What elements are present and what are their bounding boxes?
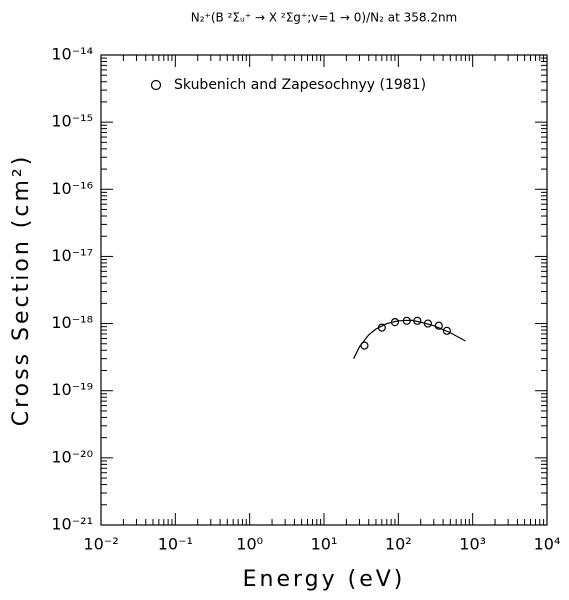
y-tick-label: 10⁻¹⁴ xyxy=(51,45,93,64)
data-point xyxy=(402,316,411,325)
legend-label: Skubenich and Zapesochnyy (1981) xyxy=(174,77,426,93)
x-tick-label: 10¹ xyxy=(311,535,338,554)
data-point xyxy=(360,341,369,350)
data-point xyxy=(413,316,422,325)
y-tick-label: 10⁻¹⁹ xyxy=(51,380,93,399)
y-tick-label: 10⁻²¹ xyxy=(51,515,93,534)
x-tick-label: 10⁻¹ xyxy=(158,535,193,554)
x-axis-label: Energy (eV) xyxy=(243,567,406,592)
y-tick-label: 10⁻¹⁸ xyxy=(51,313,93,332)
legend-marker xyxy=(150,79,162,91)
chart-title: N₂⁺(B ²Σᵤ⁺ → X ²Σg⁺;v=1 → 0)/N₂ at 358.2… xyxy=(191,11,458,25)
x-tick-label: 10⁰ xyxy=(236,535,263,554)
y-tick-label: 10⁻¹⁶ xyxy=(51,179,93,198)
data-point xyxy=(442,326,451,335)
y-tick-label: 10⁻²⁰ xyxy=(51,447,93,466)
x-tick-label: 10⁻² xyxy=(83,535,118,554)
data-point xyxy=(390,318,400,327)
data-point xyxy=(423,319,433,328)
x-tick-label: 10² xyxy=(385,535,412,554)
data-point xyxy=(434,321,443,330)
y-tick-label: 10⁻¹⁵ xyxy=(51,112,93,131)
x-tick-label: 10⁴ xyxy=(534,535,561,554)
x-tick-label: 10³ xyxy=(459,535,486,554)
fit-line xyxy=(353,319,466,359)
data-point xyxy=(377,323,386,332)
y-axis-label: Cross Section (cm²) xyxy=(9,154,34,427)
plot-frame xyxy=(100,54,548,526)
y-tick-label: 10⁻¹⁷ xyxy=(51,246,93,265)
